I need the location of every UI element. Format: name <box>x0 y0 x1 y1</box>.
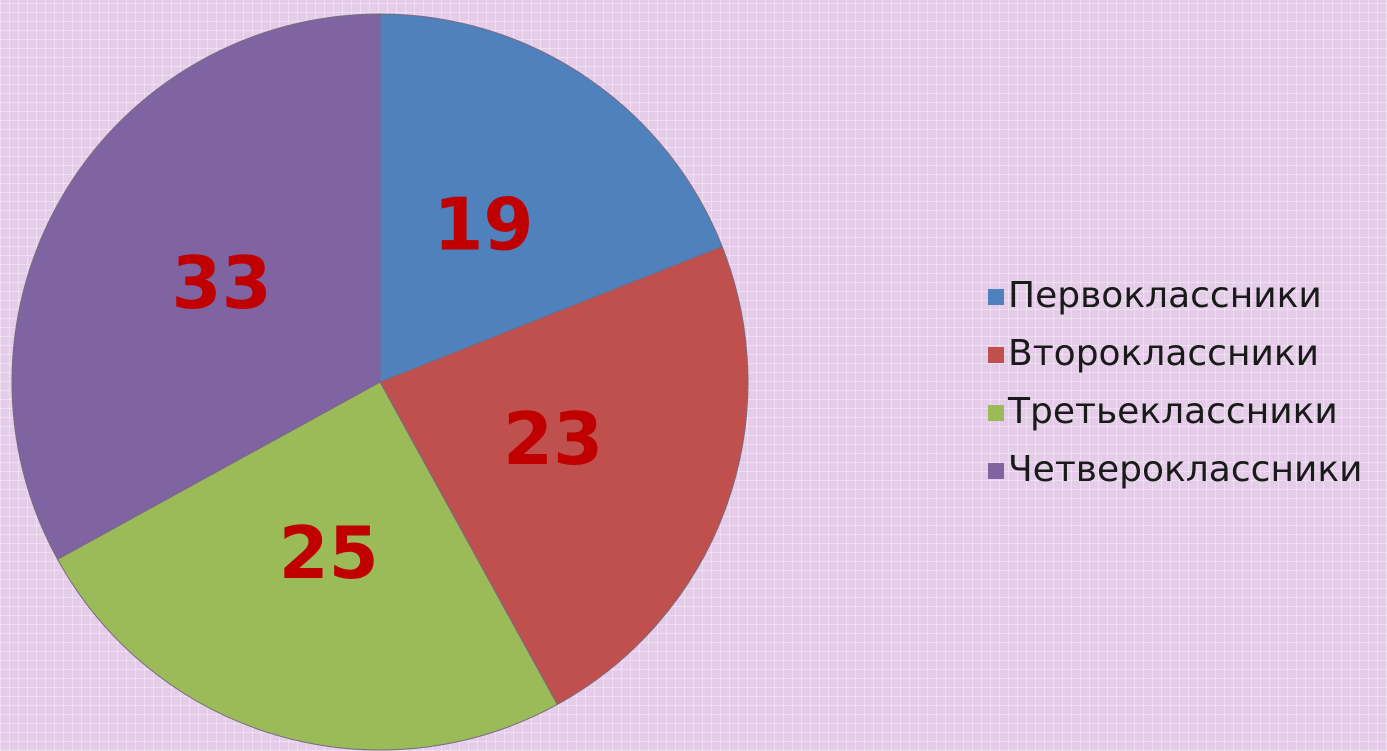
legend-label: Третьеклассники <box>1007 391 1338 432</box>
legend-swatch <box>988 289 1004 305</box>
legend-label: Четвероклассники <box>1008 449 1363 490</box>
legend-label: Первоклассники <box>1008 275 1322 316</box>
legend-swatch <box>988 463 1004 479</box>
data-label: 25 <box>279 511 379 595</box>
pie-slice <box>11 13 381 560</box>
data-label: 23 <box>503 397 603 481</box>
legend-label: Второклассники <box>1008 333 1319 374</box>
pie-slice <box>379 245 749 706</box>
data-label: 19 <box>433 182 533 266</box>
pie-slice <box>379 13 723 383</box>
pie-slice <box>56 381 558 751</box>
data-label: 33 <box>172 241 272 325</box>
legend-swatch <box>988 405 1004 421</box>
legend-swatch <box>988 347 1004 363</box>
